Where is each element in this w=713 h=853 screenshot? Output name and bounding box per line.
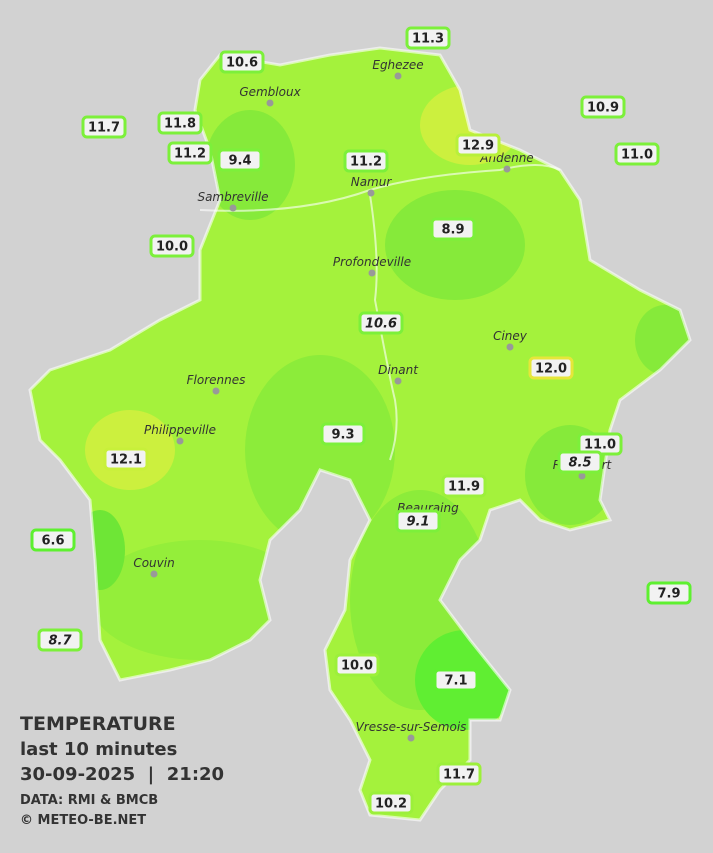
town-label: Gembloux (239, 85, 301, 99)
town-label: Sambreville (197, 190, 268, 204)
station-box (103, 447, 149, 471)
station-value: 11.7 (88, 121, 120, 136)
station-value: 10.2 (375, 797, 407, 812)
station-value: 7.1 (444, 674, 467, 689)
station-box (320, 422, 366, 446)
station-value: 10.6 (365, 317, 397, 332)
station-value: 12.9 (462, 139, 494, 154)
town-label: Eghezee (372, 58, 423, 72)
station-box (217, 148, 263, 172)
station-box (30, 528, 76, 552)
town-dot (578, 472, 586, 480)
town-label: Ciney (493, 329, 528, 343)
town-label: Vresse-sur-Semois (356, 720, 467, 734)
station-value: 11.2 (350, 155, 382, 170)
town-label: Couvin (133, 556, 174, 570)
legend-source: DATA: RMI & BMCB (20, 793, 158, 808)
station-value: 9.3 (331, 428, 354, 443)
station-box (557, 450, 603, 474)
station-value: 8.7 (48, 634, 72, 649)
station-value: 11.3 (412, 32, 444, 47)
town-dot (506, 343, 514, 351)
station-value: 10.9 (587, 101, 619, 116)
station-value: 8.9 (441, 223, 464, 238)
station-value: 9.1 (406, 515, 429, 530)
legend-subtitle: last 10 minutes (20, 739, 177, 760)
town-label: Philippeville (144, 423, 216, 437)
station-box (436, 762, 482, 786)
station-box (395, 509, 441, 533)
town-dot (150, 570, 158, 578)
station-value: 11.0 (621, 148, 653, 163)
town-dot (176, 437, 184, 445)
station-box (430, 217, 476, 241)
station-value: 11.9 (448, 480, 480, 495)
station-box (614, 142, 660, 166)
legend-timestamp: 30-09-2025 | 21:20 (20, 764, 224, 785)
legend-title: TEMPERATURE (20, 713, 176, 735)
station-value: 7.9 (657, 587, 680, 602)
station-value: 11.2 (174, 147, 206, 162)
town-label: Florennes (187, 373, 246, 387)
town-label: Namur (351, 175, 393, 189)
town-label: Profondeville (333, 255, 411, 269)
town-label: Dinant (378, 363, 419, 377)
station-box (149, 234, 195, 258)
station-box (157, 111, 203, 135)
station-value: 10.6 (226, 56, 258, 71)
station-value: 8.5 (568, 456, 591, 471)
station-box (343, 149, 389, 173)
station-value: 9.4 (228, 154, 251, 169)
town-dot (394, 72, 402, 80)
town-dot (212, 387, 220, 395)
legend-credit: © METEO-BE.NET (20, 813, 146, 828)
town-dot (229, 204, 237, 212)
town-dot (407, 734, 415, 742)
town-dot (503, 165, 511, 173)
station-value: 12.0 (535, 362, 567, 377)
town-dot (368, 269, 376, 277)
station-box (81, 115, 127, 139)
station-box (37, 628, 83, 652)
station-box (528, 356, 574, 380)
station-box (580, 95, 626, 119)
station-box (368, 791, 414, 815)
station-value: 11.7 (443, 768, 475, 783)
station-value: 11.0 (584, 438, 616, 453)
town-dot (266, 99, 274, 107)
station-box (646, 581, 692, 605)
station-box (219, 50, 265, 74)
station-value: 6.6 (41, 534, 64, 549)
station-box (334, 653, 380, 677)
station-box (358, 311, 404, 335)
town-dot (367, 189, 375, 197)
station-value: 10.0 (341, 659, 373, 674)
station-value: 10.0 (156, 240, 188, 255)
station-box (441, 474, 487, 498)
station-box (433, 668, 479, 692)
town-dot (394, 377, 402, 385)
station-box (405, 26, 451, 50)
station-box (455, 133, 501, 157)
station-value: 12.1 (110, 453, 142, 468)
station-value: 11.8 (164, 117, 196, 132)
station-box (167, 141, 213, 165)
